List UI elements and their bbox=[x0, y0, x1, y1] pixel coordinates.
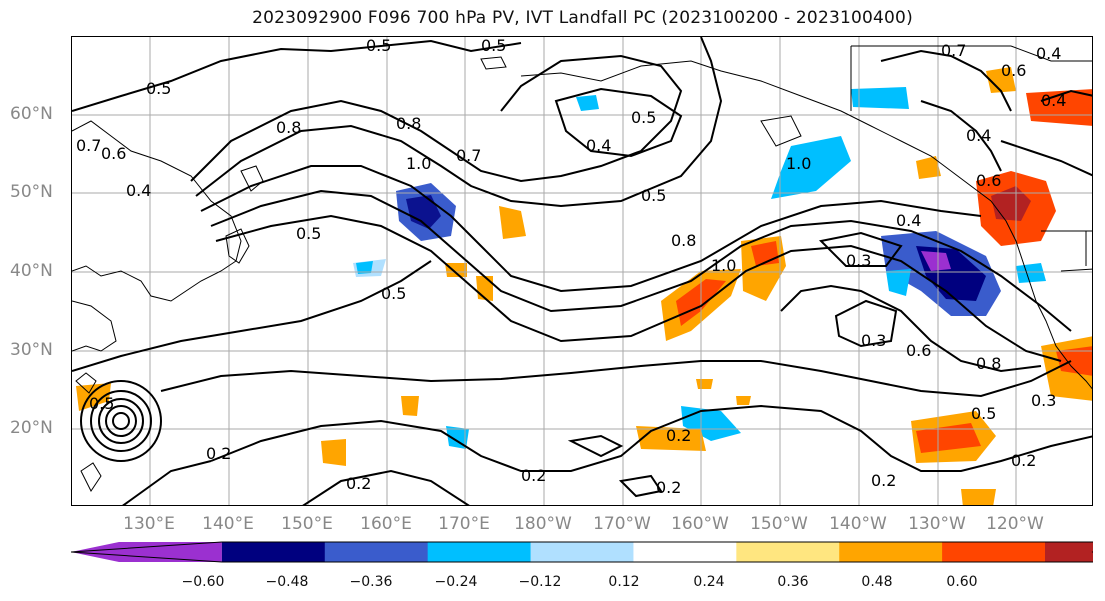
colorbar-segment bbox=[942, 542, 1046, 562]
contour-label: 0.2 bbox=[1011, 451, 1036, 470]
lon-label: 140°E bbox=[202, 514, 254, 534]
contour-label: 0.6 bbox=[101, 144, 126, 163]
contour-label: 0.2 bbox=[206, 444, 231, 463]
contour-label: 0.8 bbox=[976, 354, 1001, 373]
contour-label: 1.0 bbox=[711, 256, 736, 275]
colorbar-tick: −0.48 bbox=[265, 574, 309, 590]
contour-label: 0.2 bbox=[346, 474, 371, 493]
contour-label: 0.2 bbox=[666, 426, 691, 445]
contour-label: 0.4 bbox=[586, 136, 611, 155]
lat-label: 20°N bbox=[10, 418, 53, 438]
contour-label: 0.2 bbox=[656, 478, 681, 497]
contour-label: 1.0 bbox=[406, 154, 431, 173]
contour-label: 1.0 bbox=[786, 154, 811, 173]
lat-label: 40°N bbox=[10, 261, 53, 281]
contour-label: 0.5 bbox=[89, 394, 114, 413]
colorbar-segment bbox=[530, 542, 634, 562]
lon-label: 170°W bbox=[593, 514, 651, 534]
lon-label: 130°E bbox=[123, 514, 175, 534]
contour-label: 0.7 bbox=[456, 146, 481, 165]
lon-label: 120°W bbox=[986, 514, 1044, 534]
colorbar-tick: 0.60 bbox=[946, 574, 978, 590]
contour-label: 0.7 bbox=[941, 41, 966, 60]
contour-label: 0.4 bbox=[896, 211, 921, 230]
colorbar-segment bbox=[221, 542, 326, 562]
contour-label: 0.5 bbox=[296, 224, 321, 243]
contour-label: 0.8 bbox=[396, 114, 421, 133]
colorbar-tick: −0.36 bbox=[349, 574, 393, 590]
contour-label: 0.5 bbox=[971, 404, 996, 423]
contour-label: 0.5 bbox=[641, 186, 666, 205]
colorbar bbox=[70, 541, 1105, 567]
pv-contours bbox=[72, 37, 1092, 505]
colorbar-segment bbox=[1045, 542, 1105, 562]
colorbar-tick: 0.24 bbox=[693, 574, 725, 590]
map-title: 2023092900 F096 700 hPa PV, IVT Landfall… bbox=[252, 8, 913, 28]
contour-label: 0.4 bbox=[966, 126, 991, 145]
typhoon-rings bbox=[80, 380, 162, 462]
contour-label: 0.4 bbox=[1036, 44, 1061, 63]
colorbar-segment bbox=[839, 542, 943, 562]
contour-label: 0.4 bbox=[1041, 91, 1066, 110]
colorbar-segment bbox=[427, 542, 532, 562]
lon-label: 180°W bbox=[514, 514, 572, 534]
contour-label: 0.8 bbox=[276, 118, 301, 137]
contour-label: 0.3 bbox=[861, 331, 886, 350]
gridlines bbox=[72, 37, 1092, 505]
contour-labels: 0.5 0.5 0.5 0.8 0.7 0.6 0.4 0.8 0.5 0.4 … bbox=[76, 37, 1066, 497]
contour-label: 0.4 bbox=[126, 181, 151, 200]
contour-label: 0.5 bbox=[631, 108, 656, 127]
lat-label: 30°N bbox=[10, 340, 53, 360]
lon-label: 150°E bbox=[281, 514, 333, 534]
map-svg: 0.5 0.5 0.5 0.8 0.7 0.6 0.4 0.8 0.5 0.4 … bbox=[72, 37, 1092, 505]
colorbar-tick: 0.48 bbox=[861, 574, 893, 590]
contour-label: 0.7 bbox=[76, 136, 101, 155]
colorbar-tick: 0.36 bbox=[777, 574, 809, 590]
lon-label: 160°E bbox=[360, 514, 412, 534]
lon-label: 170°E bbox=[438, 514, 490, 534]
contour-label: 0.6 bbox=[976, 171, 1001, 190]
lon-label: 130°W bbox=[908, 514, 966, 534]
map-panel: 0.5 0.5 0.5 0.8 0.7 0.6 0.4 0.8 0.5 0.4 … bbox=[71, 36, 1093, 506]
lon-label: 140°W bbox=[829, 514, 887, 534]
contour-label: 0.3 bbox=[1031, 391, 1056, 410]
colorbar-segment bbox=[324, 542, 429, 562]
contour-label: 0.5 bbox=[381, 284, 406, 303]
contour-label: 0.8 bbox=[671, 231, 696, 250]
lat-label: 60°N bbox=[10, 104, 53, 124]
colorbar-tick: −0.24 bbox=[434, 574, 478, 590]
contour-label: 0.5 bbox=[481, 37, 506, 55]
colorbar-outline bbox=[70, 541, 1105, 563]
contour-label: 0.5 bbox=[146, 79, 171, 98]
contour-label: 0.2 bbox=[521, 466, 546, 485]
coastlines bbox=[72, 45, 1092, 492]
colorbar-segment bbox=[736, 542, 840, 562]
colorbar-segment bbox=[633, 542, 737, 562]
colorbar-svg bbox=[70, 541, 1105, 563]
contour-label: 0.6 bbox=[906, 341, 931, 360]
colorbar-tick: 0.12 bbox=[608, 574, 640, 590]
lon-label: 150°W bbox=[750, 514, 808, 534]
lat-label: 50°N bbox=[10, 182, 53, 202]
contour-label: 0.2 bbox=[871, 471, 896, 490]
contour-label: 0.6 bbox=[1001, 61, 1026, 80]
contour-label: 0.3 bbox=[846, 251, 871, 270]
lon-label: 160°W bbox=[671, 514, 729, 534]
contour-label: 0.5 bbox=[366, 37, 391, 55]
colorbar-tick: −0.12 bbox=[518, 574, 562, 590]
colorbar-tick: −0.60 bbox=[181, 574, 225, 590]
colorbar-segment bbox=[71, 542, 222, 562]
